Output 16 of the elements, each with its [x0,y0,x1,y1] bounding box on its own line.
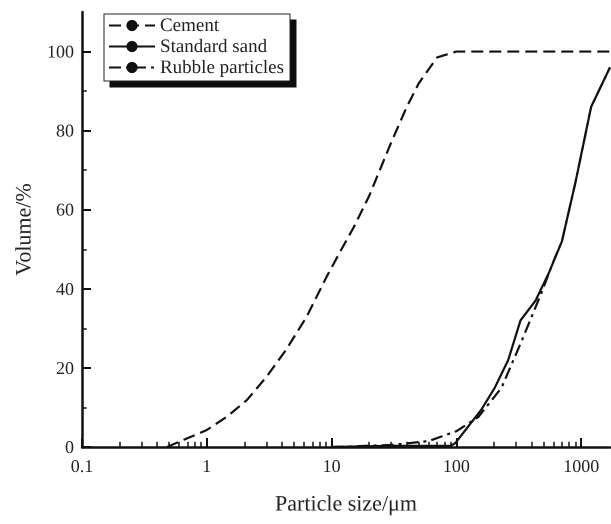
y-tick-label: 40 [56,278,74,299]
legend-label: Cement [160,15,220,36]
x-tick-label: 100 [442,456,470,476]
y-tick-label: 80 [56,120,74,141]
y-tick-label: 0 [65,437,74,457]
y-tick-label: 60 [56,200,74,220]
legend-label: Rubble particles [160,57,284,78]
y-tick-label: 100 [47,42,74,62]
x-tick-label: 1 [202,456,212,476]
x-tick-label: 10 [322,456,341,476]
x-tick-label: 0.1 [70,456,94,476]
y-tick-label: 20 [56,358,74,378]
y-axis-title: Volume/% [10,183,36,276]
x-tick-label: 1000 [563,456,600,476]
x-axis-title: Particle size/μm [275,490,417,516]
legend-label: Standard sand [160,36,268,57]
